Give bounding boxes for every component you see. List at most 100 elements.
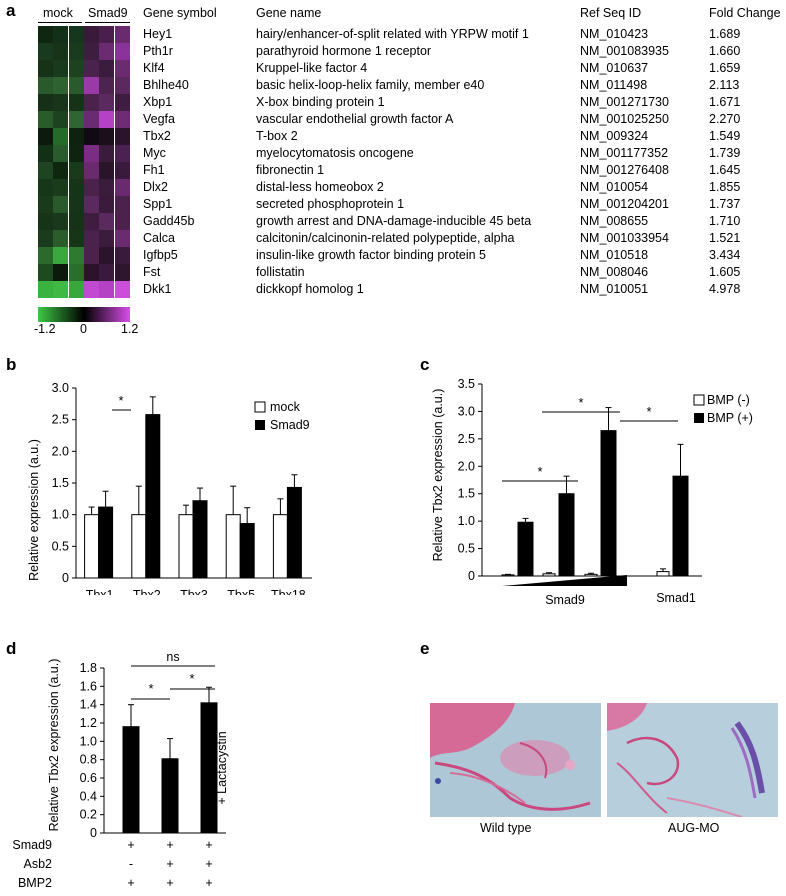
heatmap-cell [83, 77, 99, 94]
heatmap-cell [38, 247, 53, 264]
heatmap-cell [83, 230, 99, 247]
heatmap-cell [53, 281, 69, 298]
gene-name: fibronectin 1 [256, 163, 325, 177]
y-tick-label: 3.0 [458, 404, 475, 418]
heatmap-cell [53, 26, 69, 43]
lactacystin-label: + Lactacystin [215, 731, 229, 804]
fold-change: 1.710 [709, 214, 741, 228]
y-tick-label: 1.5 [458, 487, 475, 501]
x-tick-label: Tbx5 [227, 588, 255, 595]
gene-name: T-box 2 [256, 129, 298, 143]
heatmap-cell [99, 230, 115, 247]
y-tick-label: 0.4 [80, 789, 97, 803]
gene-symbol: Calca [143, 231, 175, 245]
heatmap-cell [99, 264, 115, 281]
caption-aug-mo: AUG-MO [668, 821, 720, 835]
y-tick-label: 3.5 [458, 377, 475, 391]
refseq-id: NM_001204201 [580, 197, 669, 211]
heatmap-cell [114, 145, 130, 162]
gene-name: myelocytomatosis oncogene [256, 146, 414, 160]
heatmap-cell [38, 26, 53, 43]
heatmap-cell [38, 230, 53, 247]
x-tick-label: Tbx2 [133, 588, 161, 595]
heatmap-cell [68, 111, 84, 128]
gene-name: X-box binding protein 1 [256, 95, 385, 109]
heatmap-cell [114, 60, 130, 77]
cond-mark: + [205, 857, 212, 871]
heatmap-cell [114, 196, 130, 213]
fold-change: 1.660 [709, 44, 741, 58]
heatmap-cell [83, 60, 99, 77]
heatmap-cell [83, 179, 99, 196]
fold-change: 1.737 [709, 197, 741, 211]
refseq-id: NM_001083935 [580, 44, 669, 58]
bar-c-bmp-minus [656, 571, 670, 577]
heatmap-cell [53, 247, 69, 264]
heatmap-cell [68, 196, 84, 213]
bar-b-mock [84, 514, 100, 579]
gene-name: parathyroid hormone 1 receptor [256, 44, 432, 58]
bar-b-smad9 [145, 414, 161, 579]
sig-b-star: * [118, 393, 123, 408]
heatmap-cell [53, 230, 69, 247]
heatmap-cell [68, 43, 84, 60]
y-tick-label: 1.5 [52, 476, 69, 490]
heatmap-cell [53, 179, 69, 196]
heatmap-cell [83, 43, 99, 60]
fold-change: 3.434 [709, 248, 741, 262]
chart-d-ylabel: Relative Tbx2 expression (a.u.) [47, 659, 61, 832]
heatmap-cell [53, 128, 69, 145]
gene-symbol: Hey1 [143, 27, 173, 41]
gene-name: Kruppel-like factor 4 [256, 61, 368, 75]
panel-letter-a: a [6, 1, 16, 20]
heatmap-cell [38, 43, 53, 60]
refseq-id: NM_010051 [580, 282, 649, 296]
legend-b-mock-swatch [254, 401, 266, 413]
heatmap-cell [68, 77, 84, 94]
bar-b-mock [178, 514, 194, 579]
heatmap-cell [114, 77, 130, 94]
refseq-id: NM_010637 [580, 61, 649, 75]
heatmap-cell [53, 111, 69, 128]
y-tick-label: 1.0 [80, 734, 97, 748]
bar-c-bmp-minus [542, 573, 556, 577]
fold-change: 4.978 [709, 282, 741, 296]
heatmap-cell [53, 77, 69, 94]
cond-label-smad9: Smad9 [12, 838, 52, 852]
histology-aug-mo-image [607, 703, 778, 817]
legend-b-smad9-swatch [255, 420, 265, 430]
gene-symbol: Dlx2 [143, 180, 169, 194]
y-tick-label: 0 [468, 569, 475, 583]
histology-wild-type-image [430, 703, 601, 817]
fold-change: 1.605 [709, 265, 741, 279]
gene-symbol: Spp1 [143, 197, 173, 211]
panel-letter-c: c [420, 355, 430, 374]
x-tick-label: Tbx1 [86, 588, 114, 595]
fold-change: 1.521 [709, 231, 741, 245]
y-tick-label: 0.2 [80, 808, 97, 822]
panel-letter-d: d [6, 639, 17, 658]
heatmap-cell [99, 111, 115, 128]
group-label-smad1: Smad1 [656, 591, 696, 605]
y-tick-label: 2.0 [458, 459, 475, 473]
heatmap-cell [114, 264, 130, 281]
heatmap-cell [53, 264, 69, 281]
heatmap-cell [99, 145, 115, 162]
heatmap-cell [99, 179, 115, 196]
header-refseq-id: Ref Seq ID [580, 6, 642, 20]
y-tick-label: 1.2 [80, 716, 97, 730]
refseq-id: NM_001177352 [580, 146, 669, 160]
heatmap-cell [38, 145, 53, 162]
heatmap-cell [68, 179, 84, 196]
heatmap-cell [83, 281, 99, 298]
heatmap-cell [99, 43, 115, 60]
cond-mark: + [127, 876, 134, 890]
bar-b-smad9 [98, 506, 114, 579]
chart-b-ylabel: Relative expression (a.u.) [27, 439, 41, 581]
y-tick-label: 1.0 [52, 508, 69, 522]
legend-c-bmp-minus-swatch [693, 394, 705, 406]
heatmap-cell [68, 162, 84, 179]
heatmap-cell [114, 94, 130, 111]
refseq-id: NM_008655 [580, 214, 649, 228]
gene-symbol: Myc [143, 146, 166, 160]
